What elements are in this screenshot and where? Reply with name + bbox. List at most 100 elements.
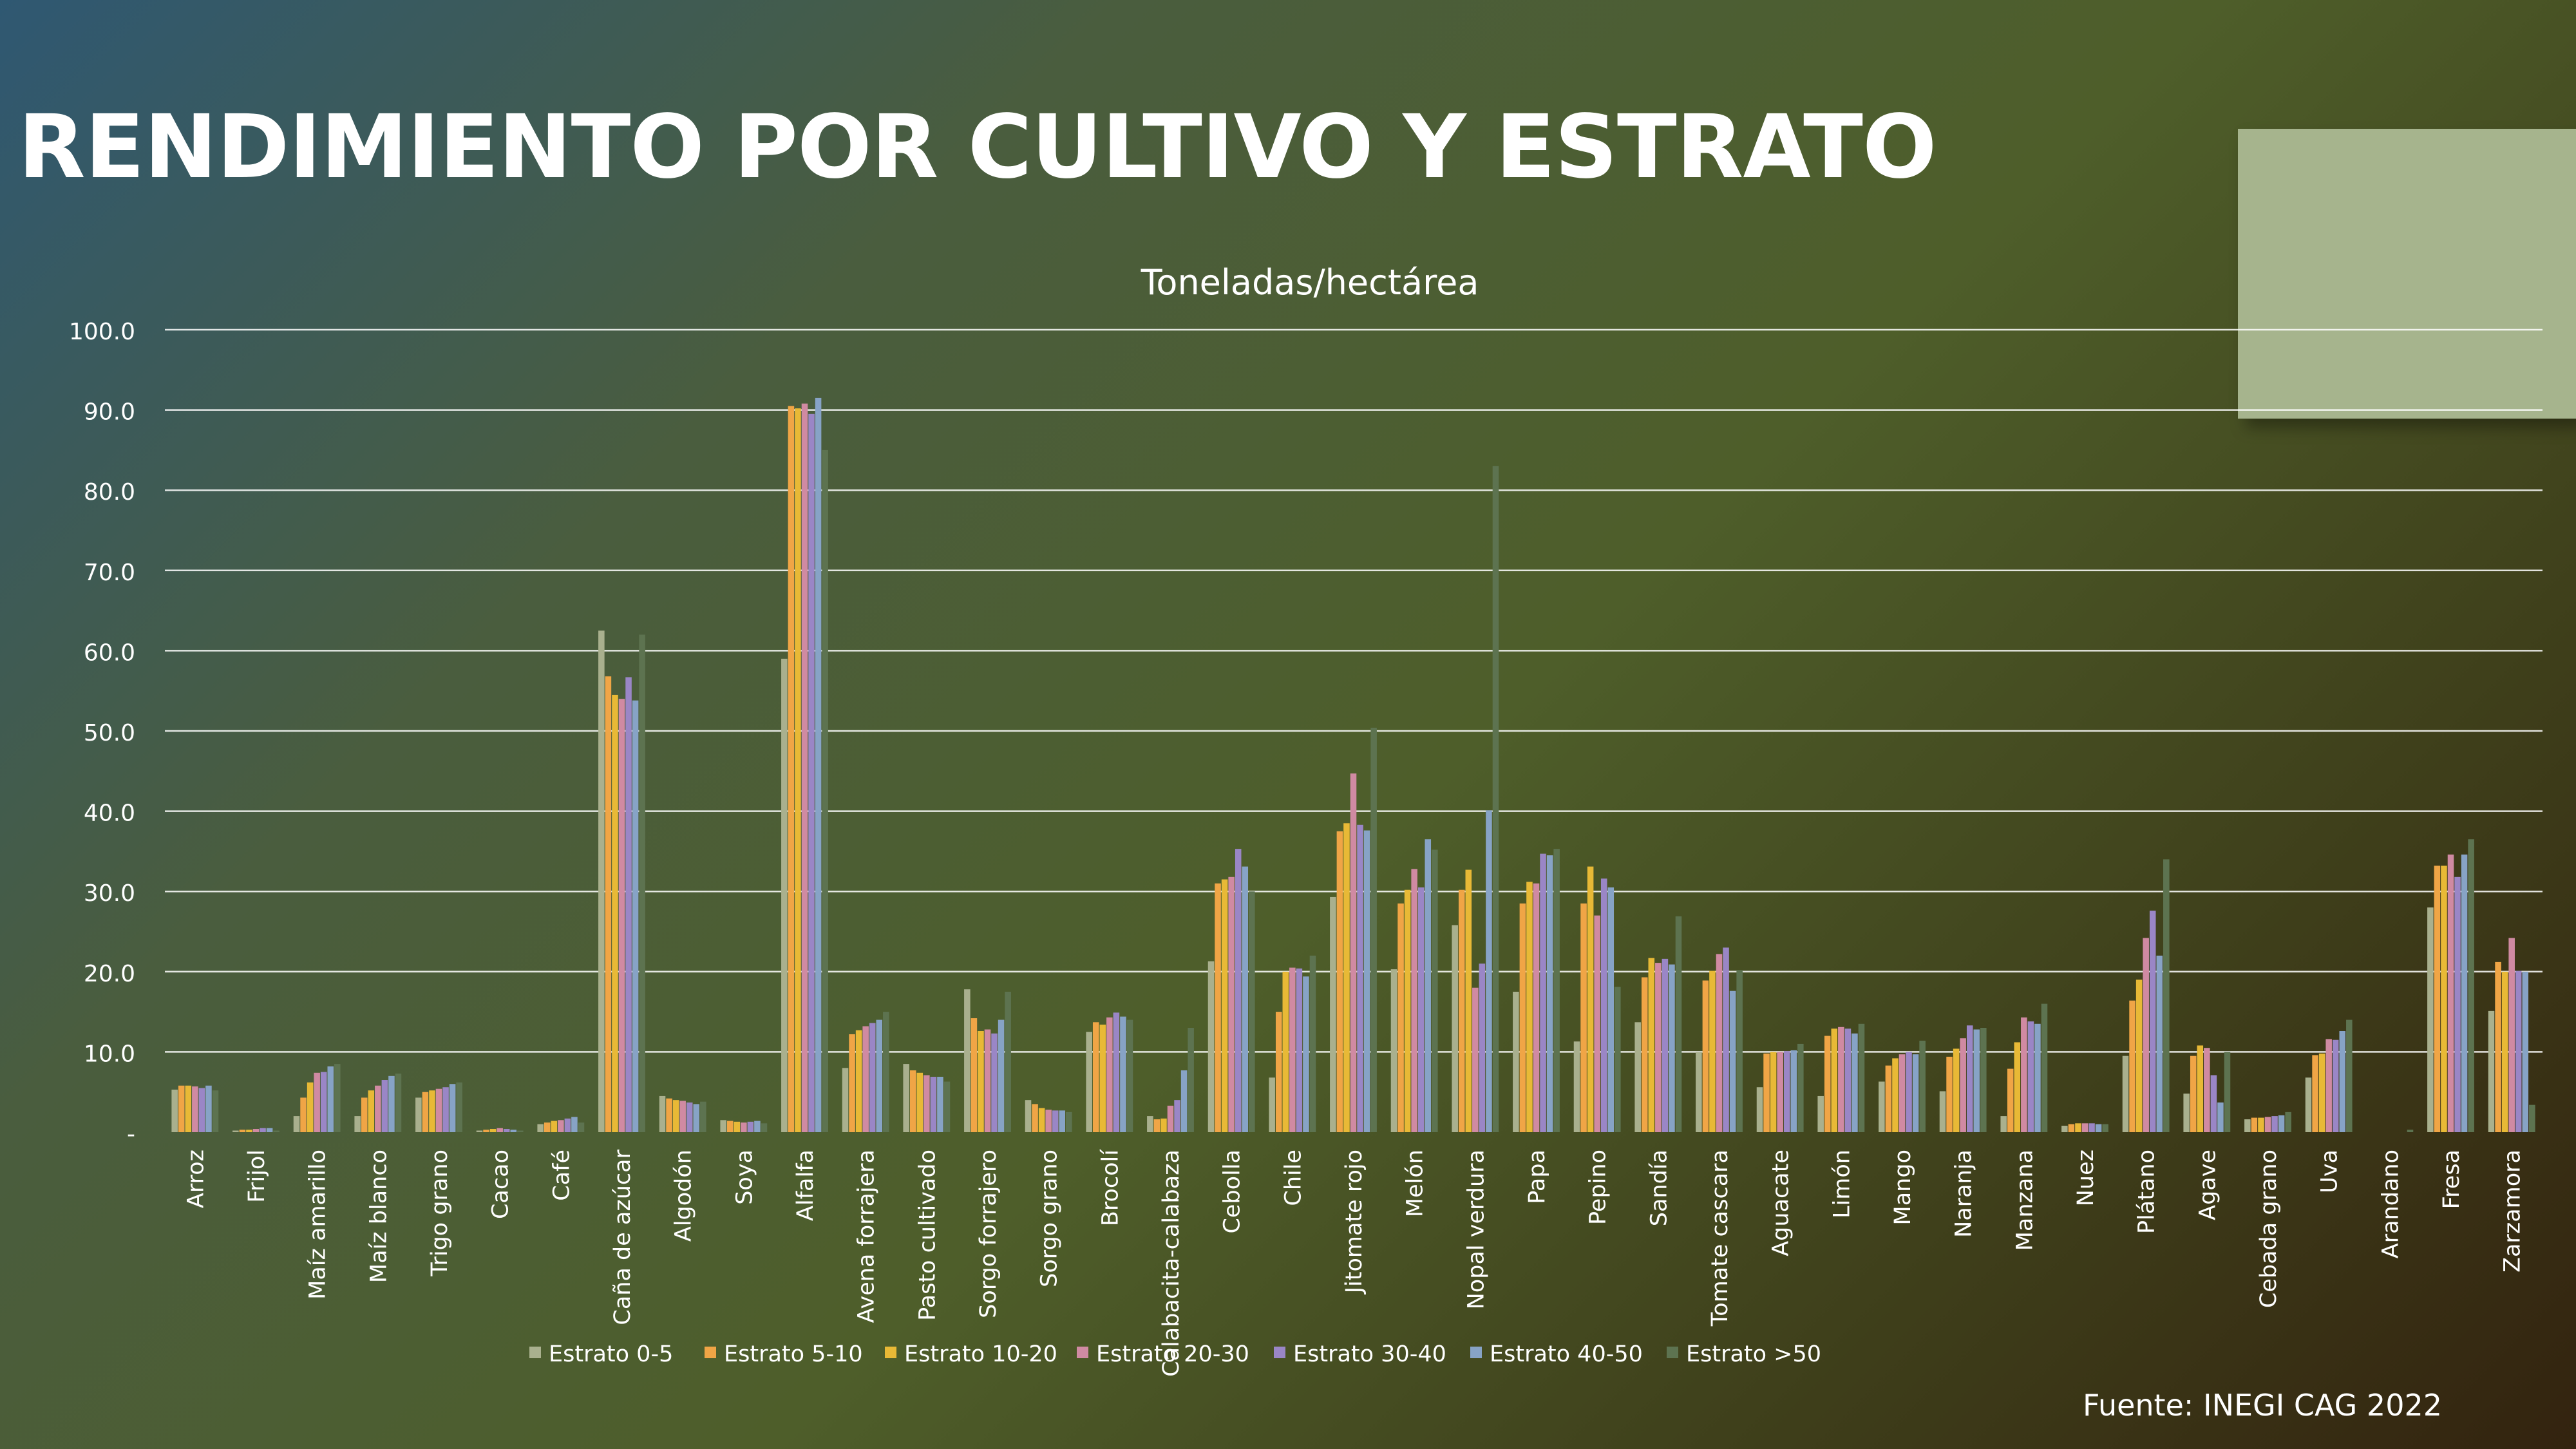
legend-swatch bbox=[885, 1347, 896, 1358]
slide-title: RENDIMIENTO POR CULTIVO Y ESTRATO bbox=[18, 97, 1937, 198]
x-tick-label: Sandía bbox=[1646, 1150, 1672, 1226]
x-tick-label: Fresa bbox=[2439, 1150, 2465, 1209]
bar bbox=[625, 677, 632, 1132]
bar bbox=[1953, 1048, 1960, 1132]
bar bbox=[693, 1104, 700, 1132]
bar bbox=[1066, 1112, 1072, 1132]
bar bbox=[1553, 849, 1560, 1132]
bar bbox=[2427, 907, 2434, 1132]
bar bbox=[1946, 1056, 1953, 1132]
x-tick-label: Café bbox=[549, 1150, 574, 1201]
bar bbox=[1696, 1052, 1702, 1132]
bar bbox=[1126, 1019, 1133, 1132]
x-tick-label: Caña de azúcar bbox=[610, 1149, 636, 1325]
bar bbox=[192, 1086, 198, 1132]
bar bbox=[266, 1128, 273, 1132]
bar bbox=[1106, 1017, 1113, 1132]
bar bbox=[2129, 1000, 2136, 1132]
bar bbox=[2075, 1123, 2081, 1132]
bar bbox=[2041, 1003, 2048, 1132]
bar bbox=[2122, 1056, 2129, 1132]
bar bbox=[307, 1082, 314, 1132]
x-tick-label: Zarzamora bbox=[2500, 1150, 2526, 1273]
y-tick-label: 100.0 bbox=[69, 319, 135, 345]
bar bbox=[239, 1130, 246, 1132]
bar bbox=[1675, 916, 1682, 1132]
bar bbox=[1153, 1119, 1160, 1132]
bar bbox=[293, 1116, 300, 1132]
bar bbox=[1513, 991, 1519, 1132]
bar bbox=[855, 1030, 862, 1132]
bar bbox=[1641, 977, 1648, 1132]
bar bbox=[1831, 1028, 1838, 1132]
source-note: Fuente: INEGI CAG 2022 bbox=[2083, 1388, 2442, 1423]
x-tick-label: Frijol bbox=[244, 1150, 270, 1203]
bar bbox=[2034, 1023, 2041, 1132]
bar bbox=[2081, 1123, 2088, 1132]
bar bbox=[2441, 866, 2447, 1132]
bar bbox=[517, 1130, 524, 1132]
bar bbox=[700, 1101, 706, 1132]
bar bbox=[1390, 969, 1397, 1132]
bar bbox=[747, 1121, 754, 1132]
bar bbox=[1919, 1040, 1926, 1132]
bar bbox=[1309, 955, 1316, 1132]
bar bbox=[1858, 1023, 1865, 1132]
bar bbox=[395, 1074, 402, 1132]
bar bbox=[781, 658, 788, 1132]
bar bbox=[1174, 1100, 1180, 1132]
bar bbox=[1417, 887, 1425, 1132]
legend-label: Estrato 5-10 bbox=[724, 1341, 863, 1367]
bar bbox=[246, 1130, 252, 1132]
bar bbox=[252, 1129, 260, 1132]
bar bbox=[1350, 773, 1357, 1132]
bar bbox=[1228, 876, 1235, 1132]
bar bbox=[1242, 866, 1249, 1132]
x-tick-label: Algodón bbox=[671, 1150, 697, 1242]
bar bbox=[1546, 855, 1553, 1132]
bar bbox=[1059, 1110, 1066, 1132]
bar bbox=[1906, 1052, 1912, 1132]
bar bbox=[429, 1090, 435, 1132]
y-tick-label: 90.0 bbox=[84, 399, 135, 426]
legend-label: Estrato 20-30 bbox=[1096, 1341, 1249, 1367]
bar bbox=[1303, 976, 1309, 1132]
legend-swatch bbox=[529, 1347, 541, 1358]
bar bbox=[2156, 955, 2163, 1132]
bar bbox=[1363, 830, 1370, 1132]
bar bbox=[449, 1084, 456, 1132]
x-tick-label: Maíz amarillo bbox=[305, 1150, 331, 1300]
bar bbox=[2407, 1130, 2414, 1132]
bar bbox=[937, 1077, 943, 1132]
bar bbox=[788, 406, 795, 1132]
bar bbox=[1432, 849, 1438, 1132]
x-tick-label: Papa bbox=[1524, 1150, 1550, 1204]
bar bbox=[1892, 1058, 1899, 1132]
chart-title: Toneladas/hectárea bbox=[1141, 262, 1479, 303]
bar bbox=[435, 1088, 442, 1132]
bar bbox=[1960, 1038, 1966, 1132]
bar bbox=[1580, 903, 1587, 1132]
x-tick-label: Manzana bbox=[2012, 1150, 2038, 1251]
bar bbox=[1790, 1050, 1797, 1132]
bar bbox=[1458, 889, 1465, 1132]
bar bbox=[2508, 938, 2515, 1132]
bar bbox=[415, 1097, 422, 1132]
x-tick-label: Sorgo forrajero bbox=[976, 1150, 1001, 1318]
bar bbox=[2007, 1068, 2014, 1132]
bar bbox=[1966, 1025, 1973, 1132]
bar bbox=[1973, 1029, 1980, 1132]
bar bbox=[2501, 971, 2508, 1132]
bar bbox=[2163, 859, 2170, 1132]
legend-swatch bbox=[1077, 1347, 1088, 1358]
bar bbox=[489, 1129, 497, 1132]
legend-swatch bbox=[1274, 1347, 1285, 1358]
bar bbox=[1099, 1025, 1106, 1132]
bar bbox=[375, 1085, 381, 1132]
bar bbox=[361, 1097, 368, 1132]
bar bbox=[1763, 1053, 1770, 1132]
bar bbox=[991, 1033, 998, 1132]
bar bbox=[2454, 876, 2461, 1132]
bar bbox=[1052, 1110, 1059, 1132]
